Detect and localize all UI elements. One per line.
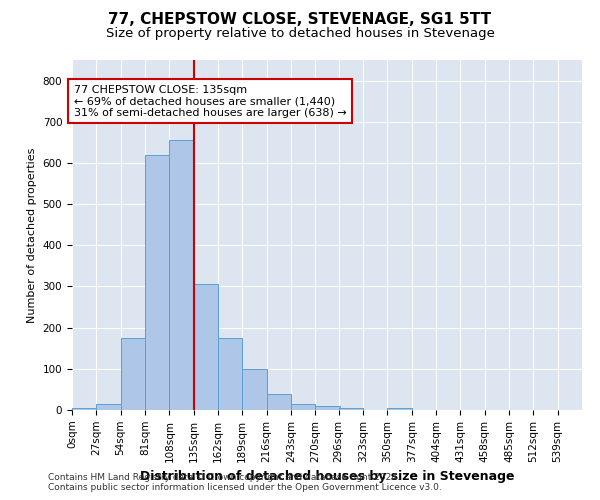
- Text: 77 CHEPSTOW CLOSE: 135sqm
← 69% of detached houses are smaller (1,440)
31% of se: 77 CHEPSTOW CLOSE: 135sqm ← 69% of detac…: [74, 84, 347, 118]
- Text: Size of property relative to detached houses in Stevenage: Size of property relative to detached ho…: [106, 28, 494, 40]
- Bar: [169, 140, 194, 410]
- Bar: [266, 394, 291, 410]
- Bar: [242, 369, 266, 410]
- Bar: [145, 154, 169, 410]
- Text: Contains HM Land Registry data © Crown copyright and database right 2024.
Contai: Contains HM Land Registry data © Crown c…: [48, 473, 442, 492]
- Bar: [388, 408, 412, 410]
- Bar: [315, 406, 340, 410]
- Bar: [121, 338, 145, 410]
- Bar: [218, 338, 242, 410]
- Bar: [339, 408, 363, 410]
- Y-axis label: Number of detached properties: Number of detached properties: [27, 148, 37, 322]
- Bar: [194, 284, 218, 410]
- Bar: [97, 404, 121, 410]
- X-axis label: Distribution of detached houses by size in Stevenage: Distribution of detached houses by size …: [140, 470, 514, 483]
- Text: 77, CHEPSTOW CLOSE, STEVENAGE, SG1 5TT: 77, CHEPSTOW CLOSE, STEVENAGE, SG1 5TT: [109, 12, 491, 28]
- Bar: [291, 404, 315, 410]
- Bar: [72, 408, 97, 410]
